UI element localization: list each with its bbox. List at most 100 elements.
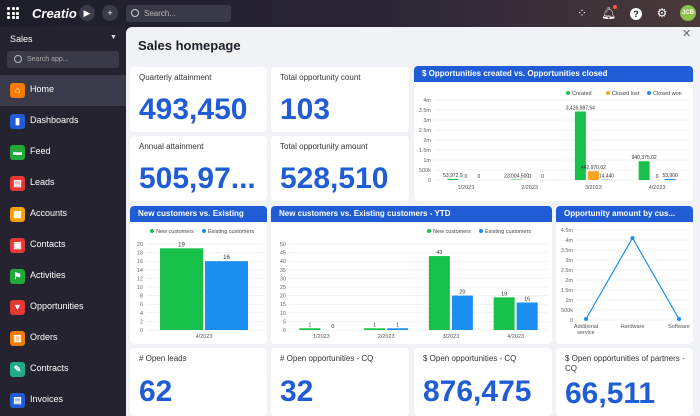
kpi-label: Quarterly attainment xyxy=(139,73,212,82)
kpi-value: 103 xyxy=(280,93,331,126)
y-tick-label: 3m xyxy=(423,118,431,124)
sidebar-item-label: Leads xyxy=(30,177,55,187)
y-tick-label: 20 xyxy=(280,294,286,300)
close-icon[interactable]: ✕ xyxy=(682,28,692,40)
add-button[interactable]: + xyxy=(102,5,118,21)
help-icon[interactable]: ? xyxy=(629,6,643,20)
sidebar-item-contacts[interactable]: ▣ Contacts xyxy=(0,230,126,261)
legend-entry: Created xyxy=(572,91,592,97)
bar xyxy=(493,297,515,330)
y-tick-label: 0 xyxy=(140,328,143,334)
bar xyxy=(387,328,409,330)
data-label: 43 xyxy=(436,250,442,256)
chevron-down-icon[interactable]: ▼ xyxy=(110,34,117,41)
app-search-placeholder: Search app... xyxy=(27,56,69,63)
kpi-value: 493,450 xyxy=(139,93,248,126)
chart-title: $ Opportunities created vs. Opportunitie… xyxy=(414,66,693,82)
notification-badge xyxy=(613,5,617,9)
user-avatar[interactable]: JCB xyxy=(680,5,696,21)
y-tick-label: 0 xyxy=(570,318,573,324)
data-label: 16 xyxy=(223,255,230,261)
apps-grid-icon[interactable]: ⁘ xyxy=(576,6,588,20)
y-tick-label: 1.5m xyxy=(419,148,432,154)
y-tick-label: 2m xyxy=(565,278,573,284)
chart-opportunity-amount-by-customer[interactable]: Opportunity amount by cus... 0 500k 1m 1.5m… xyxy=(556,206,693,344)
workplace-selector[interactable]: Sales xyxy=(10,34,33,44)
kpi-value: 528,510 xyxy=(280,162,389,195)
legend-swatch xyxy=(647,91,651,95)
sidebar-item-feed[interactable]: ▬ Feed xyxy=(0,137,126,168)
chart-title: Opportunity amount by cus... xyxy=(556,206,693,222)
search-placeholder: Search... xyxy=(144,9,177,18)
sidebar-item-label: Accounts xyxy=(30,208,68,218)
data-label: 19 xyxy=(501,291,507,297)
bar xyxy=(160,248,203,330)
notifications-bell-icon[interactable]: 🔔︎ xyxy=(601,6,617,20)
search-icon xyxy=(131,9,139,17)
data-label: 0 xyxy=(528,174,531,180)
contacts-icon: ▣ xyxy=(10,238,25,253)
bar xyxy=(299,328,321,330)
sidebar-item-orders[interactable]: ▥ Orders xyxy=(0,323,126,354)
y-tick-label: 1.5m xyxy=(561,288,574,294)
kpi-label: # Open leads xyxy=(139,354,187,363)
y-tick-label: 8 xyxy=(140,294,143,300)
y-tick-label: 3m xyxy=(565,258,573,264)
y-tick-label: 2m xyxy=(423,138,431,144)
x-tick-label: 4/2023 xyxy=(507,334,524,340)
sidebar-item-opportunities[interactable]: ▼ Opportunities xyxy=(0,292,126,323)
legend-swatch xyxy=(566,91,570,95)
y-tick-label: 4.5m xyxy=(561,228,574,234)
run-process-button[interactable]: ▶ xyxy=(79,5,95,21)
chart-new-vs-existing-ytd[interactable]: New customers vs. Existing customers - Y… xyxy=(271,206,552,344)
kpi-annual-attainment: Annual attainment 505,97... xyxy=(130,136,267,201)
home-icon: ⌂ xyxy=(10,83,25,98)
sidebar-item-accounts[interactable]: ▦ Accounts xyxy=(0,199,126,230)
y-tick-label: 35 xyxy=(280,268,286,274)
play-icon: ▶ xyxy=(83,8,91,18)
orders-icon: ▥ xyxy=(10,331,25,346)
sidebar: Sales ▼ Search app... ⌂ Home ▮ Dashboards ▬ F… xyxy=(0,27,126,416)
x-tick-label: 3/2023 xyxy=(442,334,459,340)
y-tick-label: 45 xyxy=(280,251,286,257)
kpi-total-opportunity-amount: Total opportunity amount 528,510 xyxy=(271,136,409,201)
app-search-input[interactable]: Search app... xyxy=(7,51,119,68)
data-label: 23,004,500 xyxy=(504,174,529,180)
sidebar-item-dashboards[interactable]: ▮ Dashboards xyxy=(0,106,126,137)
y-tick-label: 12 xyxy=(137,276,143,282)
sidebar-item-label: Contracts xyxy=(30,363,69,373)
sidebar-item-label: Orders xyxy=(30,332,58,342)
x-tick-label: 4/2023 xyxy=(649,185,666,191)
data-label: 1 xyxy=(308,322,311,328)
settings-gear-icon[interactable]: ⚙ xyxy=(656,6,668,20)
sidebar-item-label: Contacts xyxy=(30,239,66,249)
feed-icon: ▬ xyxy=(10,145,25,160)
sidebar-item-label: Activities xyxy=(30,270,66,280)
app-launcher-icon[interactable] xyxy=(7,7,19,19)
sidebar-item-leads[interactable]: ▤ Leads xyxy=(0,168,126,199)
leads-icon: ▤ xyxy=(10,176,25,191)
data-label: 53,900 xyxy=(662,173,678,179)
bar xyxy=(638,161,650,180)
x-tick-label: Hardware xyxy=(621,324,645,330)
kpi-value: 32 xyxy=(280,375,314,408)
contracts-icon: ✎ xyxy=(10,362,25,377)
kpi-quarterly-attainment: Quarterly attainment 493,450 xyxy=(130,67,267,132)
chart-new-vs-existing[interactable]: New customers vs. Existing 0 2 4 6 8 10 12 14 16… xyxy=(130,206,267,344)
sidebar-item-invoices[interactable]: ▤ Invoices xyxy=(0,385,126,416)
kpi-label: $ Open opportunities of partners - CQ xyxy=(565,354,685,373)
data-label: 53,972.9 xyxy=(443,173,463,179)
kpi-value: 66,511 xyxy=(565,377,656,410)
sidebar-item-home[interactable]: ⌂ Home xyxy=(0,75,126,106)
legend-entry: Closed lost xyxy=(612,91,640,97)
bar xyxy=(587,171,599,180)
chart-opportunities-created-vs-closed[interactable]: $ Opportunities created vs. Opportunitie… xyxy=(414,66,693,201)
invoices-icon: ▤ xyxy=(10,393,25,408)
sidebar-item-contracts[interactable]: ✎ Contracts xyxy=(0,354,126,385)
y-tick-label: 15 xyxy=(280,302,286,308)
global-search-input[interactable]: Search... xyxy=(126,5,231,22)
sidebar-item-activities[interactable]: ⚑ Activities xyxy=(0,261,126,292)
y-tick-label: 1m xyxy=(423,158,431,164)
y-tick-label: 3.5m xyxy=(419,108,432,114)
